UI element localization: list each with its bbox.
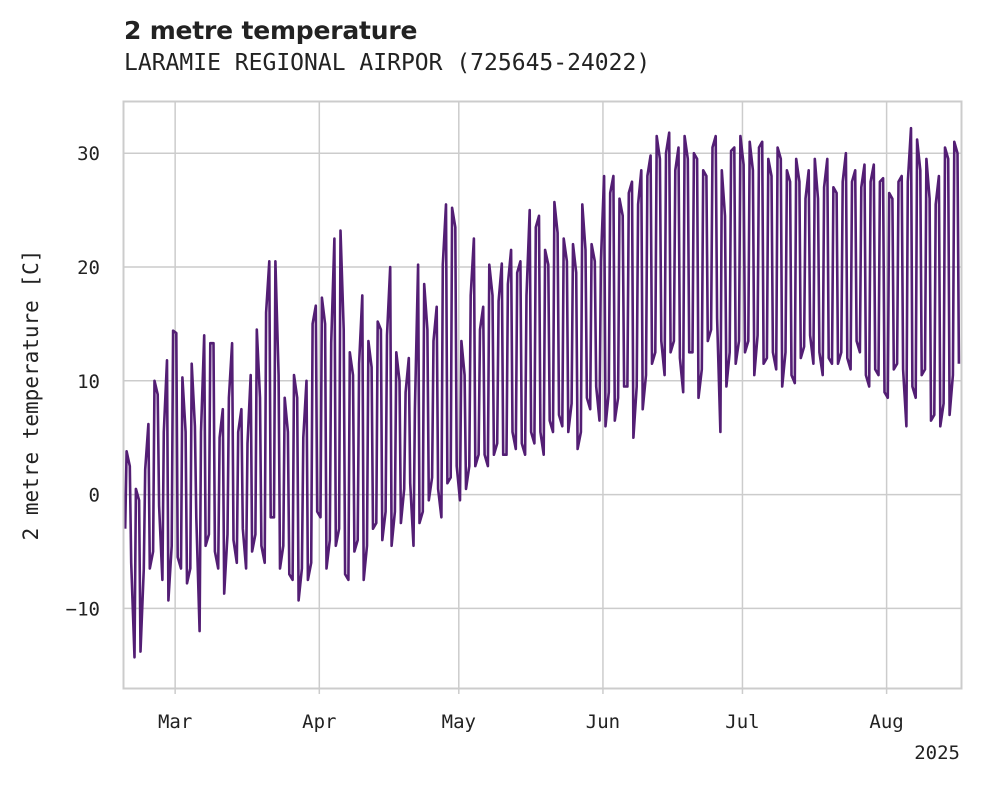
y-axis-label: 2 metre temperature [C] [19, 250, 43, 541]
y-tick-label: −10 [66, 598, 100, 620]
y-tick-label: 30 [77, 143, 100, 165]
x-tick-label: Jun [586, 711, 620, 733]
x-year-label: 2025 [914, 742, 960, 764]
x-tick-label: May [442, 711, 476, 733]
temperature-series-line [123, 126, 961, 659]
x-axis: Mar Apr May Jun Jul Aug [158, 688, 904, 733]
chart-title: 2 metre temperature [124, 16, 418, 45]
x-tick-label: Mar [158, 711, 192, 733]
x-tick-label: Aug [869, 711, 903, 733]
y-tick-label: 20 [77, 257, 100, 279]
plot-frame [122, 100, 963, 690]
chart-subtitle: LARAMIE REGIONAL AIRPOR (725645-24022) [124, 50, 651, 76]
y-tick-label: 10 [77, 371, 100, 393]
series-layer [123, 126, 961, 659]
y-tick-label: 0 [89, 485, 100, 507]
x-tick-label: Apr [302, 711, 336, 733]
x-tick-label: Jul [725, 711, 759, 733]
y-axis: −10 0 10 20 30 [66, 143, 100, 620]
